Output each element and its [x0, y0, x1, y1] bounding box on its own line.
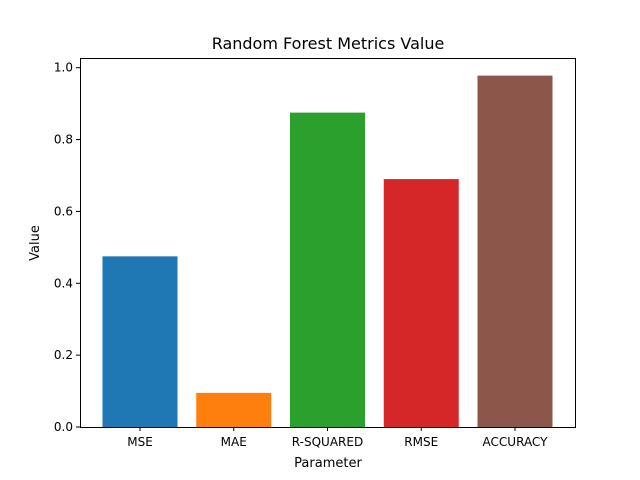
- bar-mae: [196, 392, 272, 427]
- bar-accuracy: [477, 75, 553, 427]
- y-tick-label: 0.2: [54, 348, 73, 362]
- y-tick-label: 0.0: [54, 420, 73, 434]
- x-tick-label: MAE: [221, 435, 247, 449]
- chart-title: Random Forest Metrics Value: [212, 34, 445, 53]
- axes-frame: [80, 58, 576, 428]
- y-axis-ticks: 0.0 0.2 0.4 0.6 0.8 1.0: [54, 61, 80, 434]
- x-tick-label: R-SQUARED: [292, 435, 363, 449]
- y-axis-label: Value: [28, 225, 43, 261]
- x-axis-label: Parameter: [294, 456, 362, 471]
- x-tick-label: MSE: [127, 435, 153, 449]
- y-tick-label: 0.8: [54, 133, 73, 147]
- bars-group: [102, 75, 553, 427]
- y-tick-label: 0.6: [54, 204, 73, 218]
- y-tick-label: 0.4: [54, 276, 73, 290]
- bar-rmse: [383, 179, 459, 427]
- bar-r-squared: [290, 112, 365, 427]
- y-tick-label: 1.0: [54, 61, 73, 75]
- x-tick-label: ACCURACY: [483, 435, 549, 449]
- bar-mse: [102, 256, 178, 427]
- x-axis-ticks: MSE MAE R-SQUARED RMSE ACCURACY: [127, 427, 548, 449]
- x-tick-label: RMSE: [404, 435, 438, 449]
